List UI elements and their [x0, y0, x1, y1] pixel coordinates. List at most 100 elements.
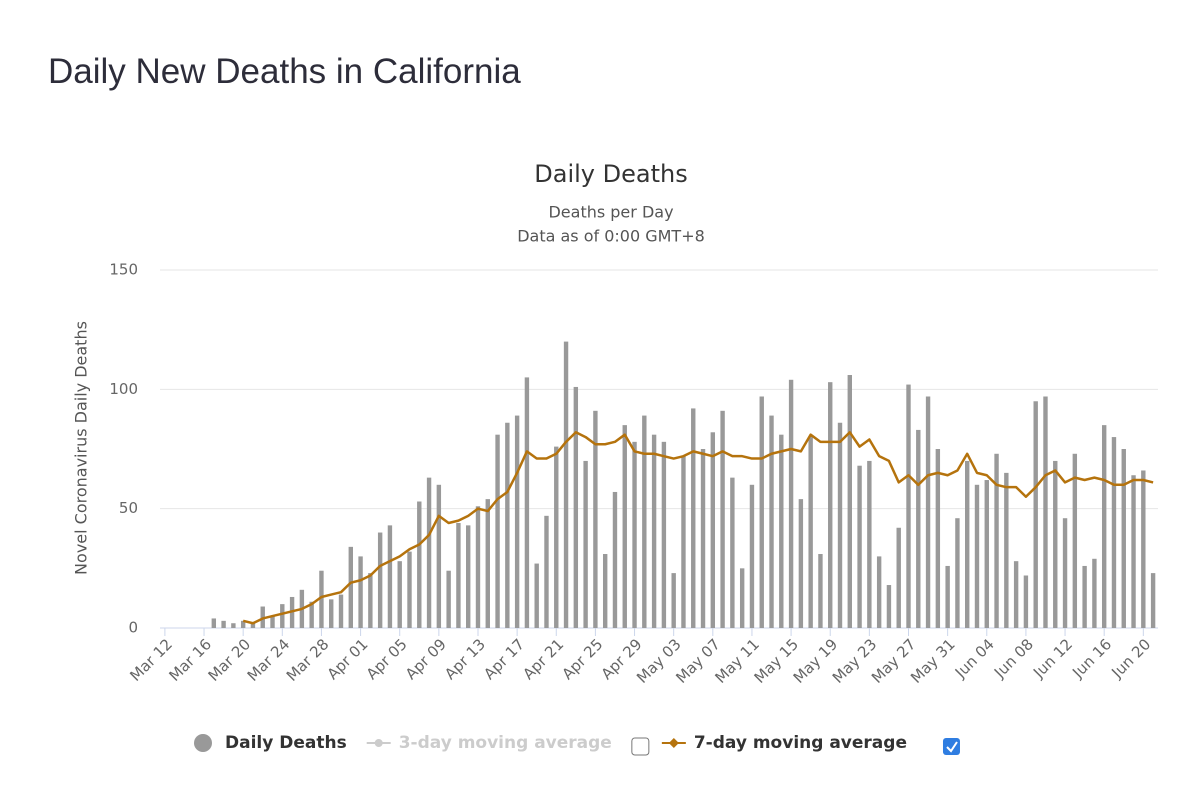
bar [730, 477, 735, 628]
bar [593, 410, 598, 628]
bar [554, 446, 559, 628]
legend-symbol [668, 738, 679, 748]
bar [270, 616, 275, 628]
bar [231, 623, 236, 628]
moving-average-line [242, 431, 1154, 625]
bar [240, 620, 246, 628]
bar [1150, 573, 1156, 628]
bar [837, 422, 843, 628]
legend-label[interactable]: 7-day moving average [694, 733, 907, 753]
bar [720, 410, 725, 628]
bar [475, 506, 481, 628]
y-tick-label: 50 [119, 499, 138, 517]
x-tick-label: May 31 [907, 635, 959, 687]
bar [769, 415, 774, 628]
bar [632, 441, 637, 628]
bar [466, 525, 471, 628]
bar [896, 527, 901, 628]
bar [847, 375, 852, 628]
bar [563, 341, 569, 628]
bar [700, 449, 706, 628]
bar [368, 573, 373, 628]
bar [622, 425, 627, 628]
x-tick-label: Apr 25 [558, 635, 606, 683]
legend-checkbox[interactable] [631, 737, 650, 756]
bar [671, 573, 676, 628]
bar [602, 554, 608, 628]
bar [1053, 460, 1058, 628]
x-tick-label: Apr 05 [363, 635, 411, 683]
bar [456, 522, 461, 628]
bar [309, 601, 314, 628]
y-tick-label: 150 [109, 261, 138, 279]
bar [759, 396, 764, 628]
bar [397, 561, 402, 628]
bar [681, 456, 686, 628]
legend-label[interactable]: 3-day moving average [399, 733, 612, 753]
x-tick-label: Apr 17 [480, 635, 528, 683]
bar [544, 515, 549, 628]
bar [857, 465, 862, 628]
bar [935, 449, 941, 628]
bar [348, 546, 353, 628]
bar [387, 525, 393, 628]
bar [221, 620, 226, 628]
bar [1121, 449, 1126, 628]
legend-checkbox-tick [946, 741, 958, 753]
bar [377, 532, 383, 628]
bar [1082, 565, 1087, 628]
bar [710, 432, 716, 628]
x-tick-label: Jun 08 [990, 635, 1037, 682]
bar [1092, 558, 1097, 628]
bar [319, 570, 324, 628]
bar [495, 434, 500, 628]
legend-label[interactable]: Daily Deaths [225, 733, 347, 753]
bar [876, 556, 882, 628]
x-tick-label: Apr 09 [402, 635, 450, 683]
x-tick-label: Mar 24 [244, 635, 294, 685]
bar [1062, 518, 1068, 628]
bar [436, 484, 442, 628]
bar [211, 618, 217, 628]
bar [1131, 475, 1136, 628]
x-tick-label: Mar 12 [126, 635, 176, 685]
bar [1072, 453, 1078, 628]
bar [329, 599, 334, 628]
bar [426, 477, 432, 628]
bar [984, 480, 989, 628]
bar [661, 441, 667, 628]
bar [417, 501, 422, 628]
bar [1043, 396, 1048, 628]
x-tick-label: Apr 21 [519, 635, 567, 683]
x-tick-label: Apr 01 [324, 635, 372, 683]
x-tick-label: Jun 04 [951, 635, 998, 682]
bar [250, 623, 256, 628]
chart-title: Daily Deaths [534, 160, 687, 188]
bar [1111, 437, 1117, 628]
bar [691, 408, 696, 628]
y-tick-label: 0 [128, 619, 138, 637]
chart-subtitle: Deaths per Day [548, 203, 673, 222]
x-tick-label: Mar 16 [165, 635, 215, 685]
bar [965, 460, 970, 628]
bar [514, 415, 520, 628]
legend-checkbox[interactable] [942, 738, 960, 755]
bar [818, 554, 823, 628]
bar [338, 594, 344, 628]
bar [739, 568, 745, 628]
legend-symbol [374, 739, 383, 747]
bar [446, 570, 451, 628]
bar [886, 585, 892, 628]
bar [280, 604, 285, 628]
bar [534, 563, 539, 628]
bar [779, 434, 784, 628]
chart-subtitle: Data as of 0:00 GMT+8 [517, 227, 705, 246]
bar [828, 382, 833, 628]
bar [612, 491, 618, 628]
y-tick-label: 100 [109, 380, 138, 398]
x-tick-label: Jun 20 [1107, 635, 1154, 682]
y-axis-title: Novel Coronavirus Daily Deaths [72, 321, 91, 575]
x-tick-label: Jun 16 [1068, 635, 1115, 682]
